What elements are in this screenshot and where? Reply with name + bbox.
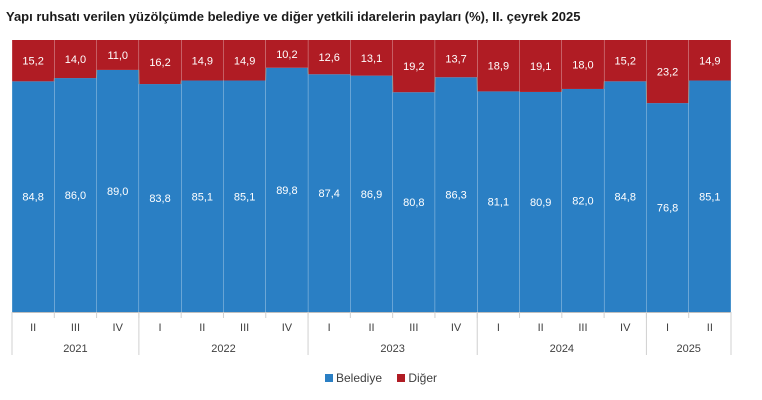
data-label-belediye: 84,8 [615, 192, 636, 204]
data-label-belediye: 80,9 [530, 197, 551, 209]
data-label-belediye: 81,1 [488, 197, 509, 209]
x-tick-label-quarter: II [538, 322, 544, 334]
data-label-diger: 13,7 [445, 54, 466, 66]
data-label-belediye: 83,8 [149, 193, 170, 205]
bar-diger [265, 40, 308, 68]
data-label-diger: 19,2 [403, 61, 424, 73]
data-label-belediye: 86,3 [445, 190, 466, 202]
data-label-diger: 14,9 [699, 55, 720, 67]
legend-item-belediye: Belediye [324, 371, 382, 385]
x-tick-label-quarter: I [497, 322, 500, 334]
data-label-belediye: 85,1 [192, 191, 213, 203]
bar-diger [646, 40, 689, 104]
chart-title: Yapı ruhsatı verilen yüzölçümde belediye… [6, 9, 581, 24]
x-tick-label-quarter: III [578, 322, 587, 334]
bar-diger [139, 40, 182, 85]
x-tick-label-quarter: IV [620, 322, 631, 334]
data-label-diger: 18,9 [488, 61, 509, 73]
legend-label-diger: Diğer [408, 371, 438, 385]
bar-belediye [604, 81, 647, 313]
data-label-belediye: 89,8 [276, 185, 297, 197]
data-label-belediye: 86,0 [65, 190, 86, 202]
bar-belediye [435, 77, 478, 312]
x-tick-label-year: 2024 [550, 343, 574, 355]
data-label-belediye: 80,8 [403, 197, 424, 209]
data-label-belediye: 89,0 [107, 186, 128, 198]
data-label-diger: 15,2 [22, 56, 43, 68]
legend-label-belediye: Belediye [335, 371, 382, 385]
legend-swatch-belediye [324, 374, 333, 382]
data-label-diger: 10,2 [276, 49, 297, 61]
data-label-diger: 19,1 [530, 61, 551, 73]
bar-diger [477, 40, 520, 92]
data-label-diger: 14,9 [234, 55, 255, 67]
x-tick-label-quarter: I [158, 322, 161, 334]
data-label-diger: 15,2 [615, 56, 636, 68]
x-tick-label-quarter: II [30, 322, 36, 334]
bar-diger [604, 40, 647, 82]
x-tick-label-quarter: III [240, 322, 249, 334]
bar-belediye [223, 80, 266, 312]
bar-belediye [646, 103, 689, 312]
data-label-diger: 12,6 [318, 52, 339, 64]
bar-belediye [265, 67, 308, 312]
bar-belediye [139, 84, 182, 313]
data-label-belediye: 85,1 [234, 191, 255, 203]
x-tick-label-quarter: IV [451, 322, 462, 334]
legend-item-diger: Diğer [397, 371, 437, 385]
bar-belediye [181, 80, 224, 312]
bar-diger [181, 40, 224, 81]
bar-belediye [688, 80, 731, 312]
data-label-diger: 13,1 [361, 53, 382, 65]
legend-swatch-diger [397, 374, 406, 382]
bar-belediye [477, 91, 520, 313]
x-tick-label-year: 2023 [380, 343, 404, 355]
x-tick-label-quarter: III [71, 322, 80, 334]
bar-belediye [54, 78, 97, 312]
bar-belediye [561, 88, 604, 313]
bar-diger [392, 40, 435, 93]
bar-diger [350, 40, 393, 76]
x-tick-label-year: 2021 [63, 343, 87, 355]
x-tick-label-quarter: IV [282, 322, 293, 334]
bar-belediye [350, 75, 393, 313]
bar-diger [308, 40, 351, 75]
bar-diger [688, 40, 731, 81]
bar-belediye [12, 81, 55, 313]
x-tick-label-quarter: II [199, 322, 205, 334]
data-label-diger: 23,2 [657, 67, 678, 79]
bar-diger [435, 40, 478, 78]
data-label-diger: 14,9 [192, 55, 213, 67]
data-label-diger: 16,2 [149, 57, 170, 69]
data-label-belediye: 87,4 [318, 188, 339, 200]
x-tick-label-quarter: IV [113, 322, 124, 334]
data-label-belediye: 76,8 [657, 203, 678, 215]
legend: Belediye Diğer [0, 371, 762, 385]
x-tick-label-year: 2025 [676, 343, 700, 355]
x-tick-label-quarter: I [328, 322, 331, 334]
bar-belediye [392, 92, 435, 312]
bar-diger [519, 40, 562, 92]
bar-diger [561, 40, 604, 89]
x-tick-label-quarter: I [666, 322, 669, 334]
bar-diger [54, 40, 97, 79]
data-label-belediye: 85,1 [699, 191, 720, 203]
data-label-belediye: 84,8 [22, 192, 43, 204]
x-tick-label-quarter: III [409, 322, 418, 334]
bar-belediye [96, 69, 139, 312]
x-tick-label-year: 2022 [211, 343, 235, 355]
bar-belediye [308, 74, 351, 312]
bar-diger [223, 40, 266, 81]
data-label-belediye: 86,9 [361, 189, 382, 201]
bar-belediye [519, 91, 562, 313]
data-label-diger: 14,0 [65, 54, 86, 66]
bar-diger [96, 40, 139, 70]
data-label-diger: 11,0 [107, 50, 128, 62]
data-label-diger: 18,0 [572, 59, 593, 71]
x-tick-label-quarter: II [707, 322, 713, 334]
data-label-belediye: 82,0 [572, 195, 593, 207]
bar-diger [12, 40, 55, 82]
x-tick-label-quarter: II [368, 322, 374, 334]
